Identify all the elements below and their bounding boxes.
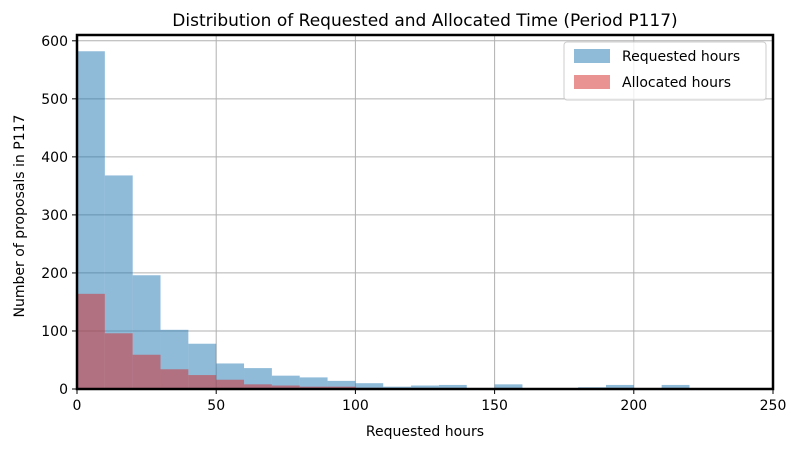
legend-label-allocated: Allocated hours	[622, 75, 731, 91]
x-tick-label: 200	[620, 398, 647, 414]
bar-requested	[411, 385, 439, 389]
bars	[77, 51, 690, 390]
bar-requested	[494, 384, 523, 389]
legend-box	[563, 41, 767, 101]
y-axis-label: Number of proposals in P117	[12, 115, 28, 318]
x-tick-label: 50	[207, 398, 225, 414]
legend-swatch-requested	[574, 49, 610, 63]
bar-requested	[661, 384, 690, 389]
legend: Requested hours Allocated hours	[563, 41, 767, 101]
plot-frame	[75, 33, 775, 391]
legend-swatch-allocated	[574, 75, 610, 89]
bar-allocated	[216, 379, 245, 389]
bar-allocated	[132, 354, 161, 389]
x-tick-label: 100	[342, 398, 369, 414]
bar-allocated	[104, 333, 133, 389]
bar-allocated	[244, 384, 272, 389]
y-tick-label: 500	[41, 92, 68, 108]
bar-requested	[355, 383, 384, 389]
bar-requested	[299, 377, 328, 389]
bar-allocated	[188, 375, 217, 389]
bar-allocated	[160, 369, 189, 389]
bar-requested	[327, 380, 356, 389]
y-tick-label: 200	[41, 266, 68, 282]
bar-allocated	[77, 293, 105, 389]
x-tick-label: 0	[73, 398, 82, 414]
bar-requested	[605, 384, 634, 389]
x-tick-label: 250	[760, 398, 787, 414]
x-axis-label: Requested hours	[366, 424, 484, 440]
y-tick-label: 0	[59, 382, 68, 398]
y-tick-label: 600	[41, 34, 68, 50]
y-tick-label: 100	[41, 324, 68, 340]
bar-requested	[438, 384, 467, 389]
y-tick-label: 400	[41, 150, 68, 166]
chart-title: Distribution of Requested and Allocated …	[172, 11, 677, 31]
bar-requested	[244, 368, 272, 389]
bar-allocated	[271, 385, 300, 389]
x-tick-label: 150	[481, 398, 508, 414]
ticks: 0 50 100 150 200 250 0 100 200 300 400 500 600	[41, 34, 786, 414]
y-tick-label: 300	[41, 208, 68, 224]
legend-label-requested: Requested hours	[622, 49, 740, 65]
